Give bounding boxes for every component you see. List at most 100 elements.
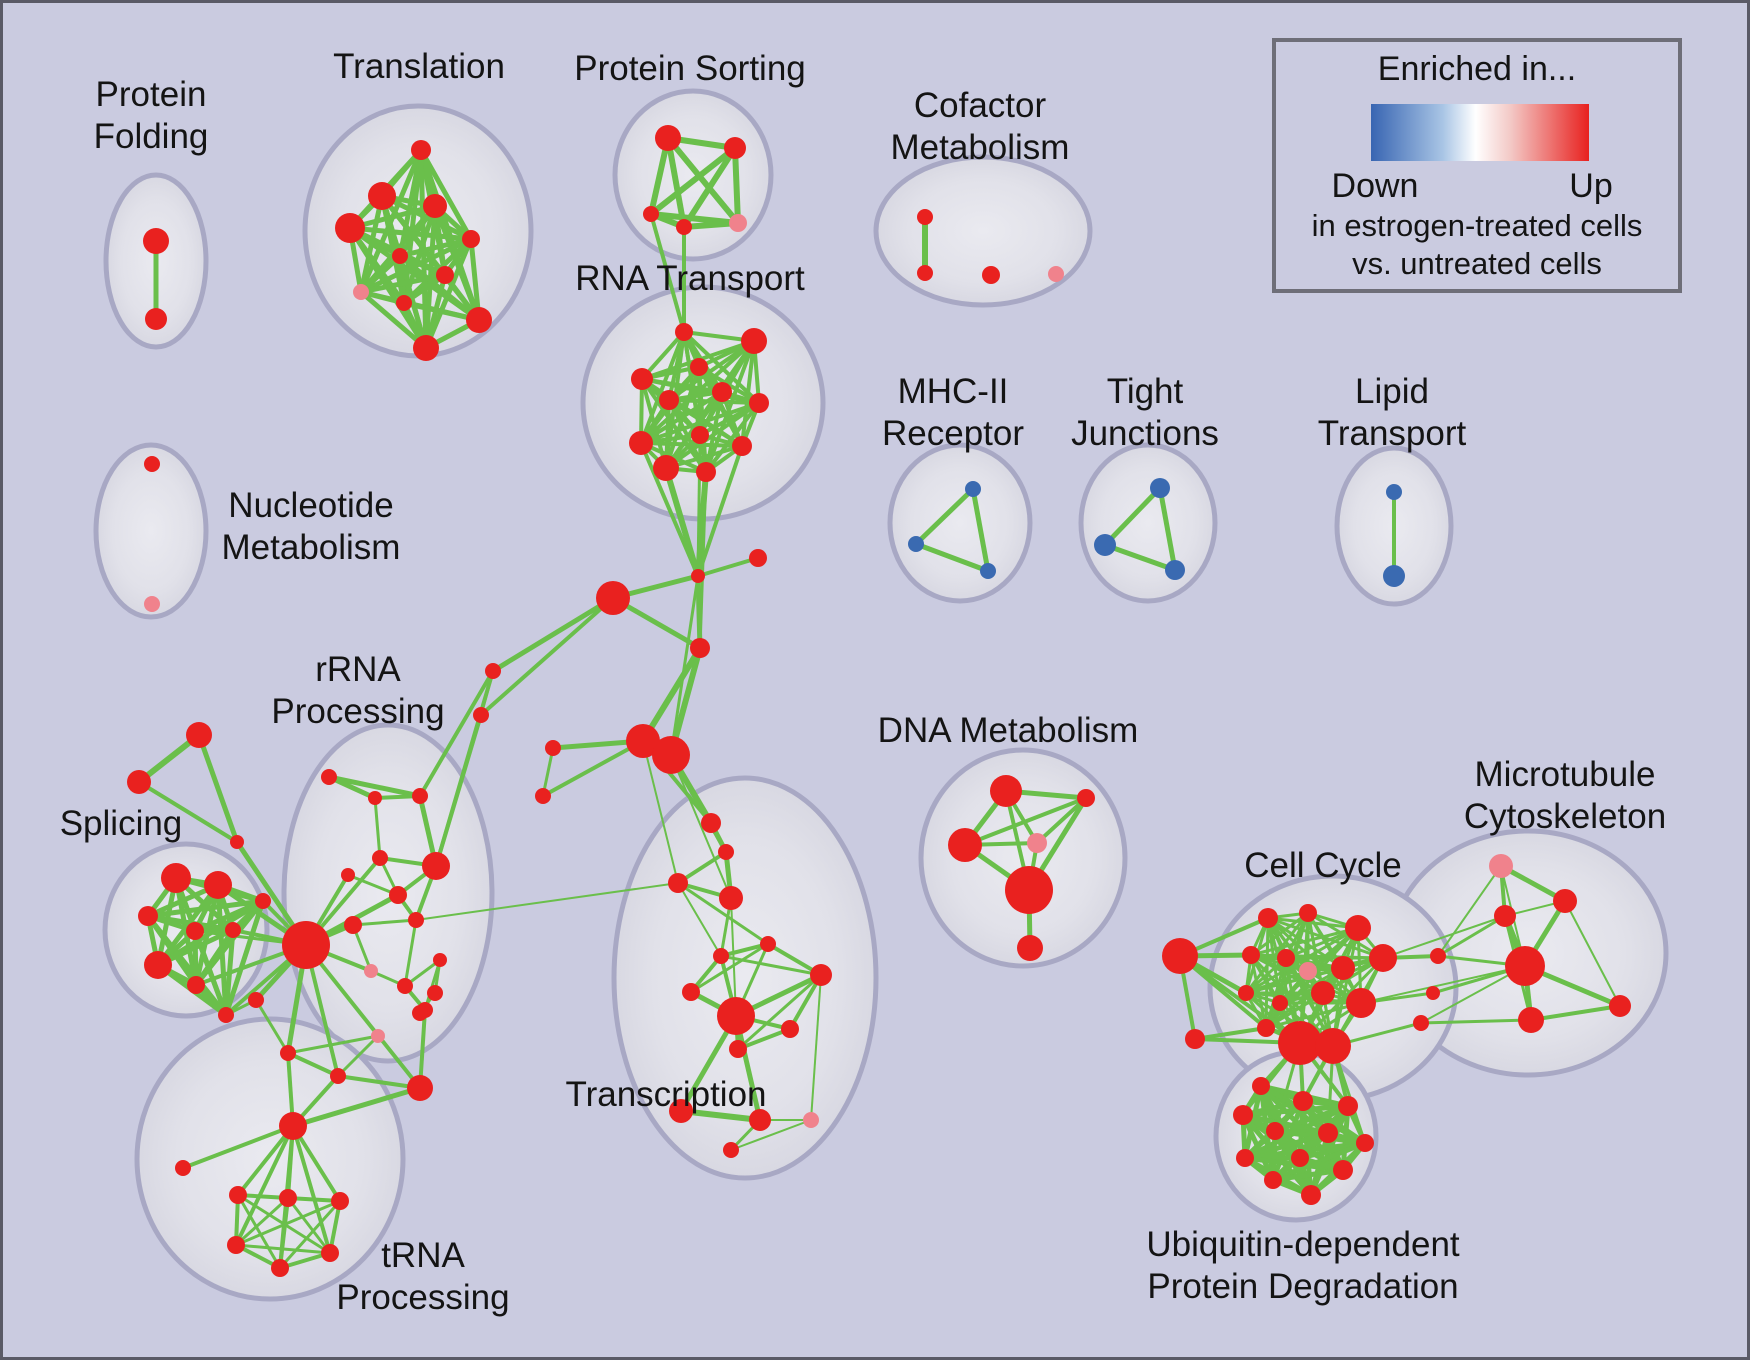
cluster-ellipse-rrna-processing [281,722,495,1064]
node-bd-13 [1426,986,1440,1000]
node-cc-10 [1311,981,1335,1005]
node-tl-4 [462,230,480,248]
edge [403,919,418,987]
edge [182,1124,294,1170]
node-cc-12 [1257,1019,1275,1037]
legend-up-label: Up [1569,167,1613,205]
edge [418,148,474,241]
node-rr-14 [248,992,264,1008]
node-tx-2 [668,873,688,893]
cluster-ellipse-nucleotide-metabolism [93,442,209,620]
node-cc-2 [1345,915,1371,941]
edge [683,220,739,230]
legend-down-label: Down [1331,167,1419,205]
node-ub-4 [1266,1122,1284,1140]
edge [1360,965,1526,1004]
edge [1104,542,1176,573]
node-sp-0 [161,863,191,893]
edge [235,1199,341,1247]
node-tx-5 [713,948,729,964]
edge [1194,1026,1267,1041]
edge [418,1009,427,1089]
cluster-ellipse-mhc2-receptor [887,442,1033,604]
node-cc-9 [1272,995,1288,1011]
node-rr-5 [341,868,355,882]
node-rr-7 [408,912,424,928]
node-dm-5 [1017,935,1043,961]
node-tx-0 [701,813,721,833]
node-rt-5 [659,390,679,410]
node-cc-8 [1238,985,1254,1001]
node-mt-4 [1609,995,1631,1017]
node-cf-0 [917,209,933,225]
node-rt-3 [631,368,653,390]
node-rt-1 [741,328,767,354]
node-nm-0 [144,456,160,472]
edge [399,236,472,259]
node-cc-13 [1278,1021,1322,1065]
cluster-label-rna-transport: RNA Transport [575,259,805,298]
node-tx-9 [781,1020,799,1038]
edge [287,1034,379,1055]
node-rt-8 [629,431,653,455]
node-sp-7 [187,976,205,994]
edge [291,1125,332,1254]
node-cc-11 [1346,988,1376,1018]
cluster-ellipse-cofactor-metabolism [873,154,1093,308]
node-rt-2 [690,358,708,376]
cluster-label-dna-metabolism: DNA Metabolism [878,711,1139,750]
edge [677,881,769,946]
edge [914,487,975,546]
node-ub-3 [1233,1105,1253,1125]
cluster-label-cofactor-metabolism: Cofactor Metabolism [891,86,1070,167]
edge [1250,926,1359,957]
node-lt-1 [1383,565,1405,587]
network-svg: Protein Folding Translation Protein Sorting… [60,47,1669,1317]
edge [915,541,989,574]
node-tl-10 [413,335,439,361]
node-rt-9 [732,436,752,456]
edge [196,734,240,843]
edge [737,973,822,1051]
cluster-label-mhc2-receptor: MHC-II Receptor [882,372,1024,453]
node-ub-10 [1264,1171,1282,1189]
edge [254,999,290,1054]
node-cc-1 [1299,904,1317,922]
node-tr-6 [321,1244,339,1262]
edge [720,942,769,958]
node-tl-3 [335,213,365,243]
edge [639,331,686,444]
edge [1382,915,1506,959]
node-cf-3 [1048,266,1064,282]
node-tx-6 [810,964,832,986]
node-mh-0 [965,481,981,497]
edge [670,754,732,899]
node-tr-3 [279,1189,297,1207]
edge [1250,911,1309,957]
edge [649,213,686,333]
node-rr-19 [427,985,443,1001]
legend-caption-line1: in estrogen-treated cells [1311,208,1643,243]
edge [663,467,701,577]
node-rr-15 [280,1045,296,1061]
edge [234,1125,295,1246]
node-tl-9 [466,307,492,333]
node-ub-2 [1338,1096,1358,1116]
edge [704,391,724,473]
node-mt-1 [1553,889,1577,913]
edge [415,882,679,921]
node-tr-1 [175,1160,191,1176]
node-cf-1 [917,265,933,281]
edge [286,1197,332,1254]
cluster-ellipse-protein-sorting [612,88,774,262]
node-cf-2 [982,266,1000,284]
edge [235,1243,331,1255]
node-tx-7 [682,983,700,1001]
edge [964,796,1087,847]
edge [649,145,737,217]
edge [292,1085,421,1129]
node-tl-6 [436,266,454,284]
node-cc-6 [1331,956,1355,980]
node-rr-20 [407,1075,433,1101]
edge [665,444,743,470]
